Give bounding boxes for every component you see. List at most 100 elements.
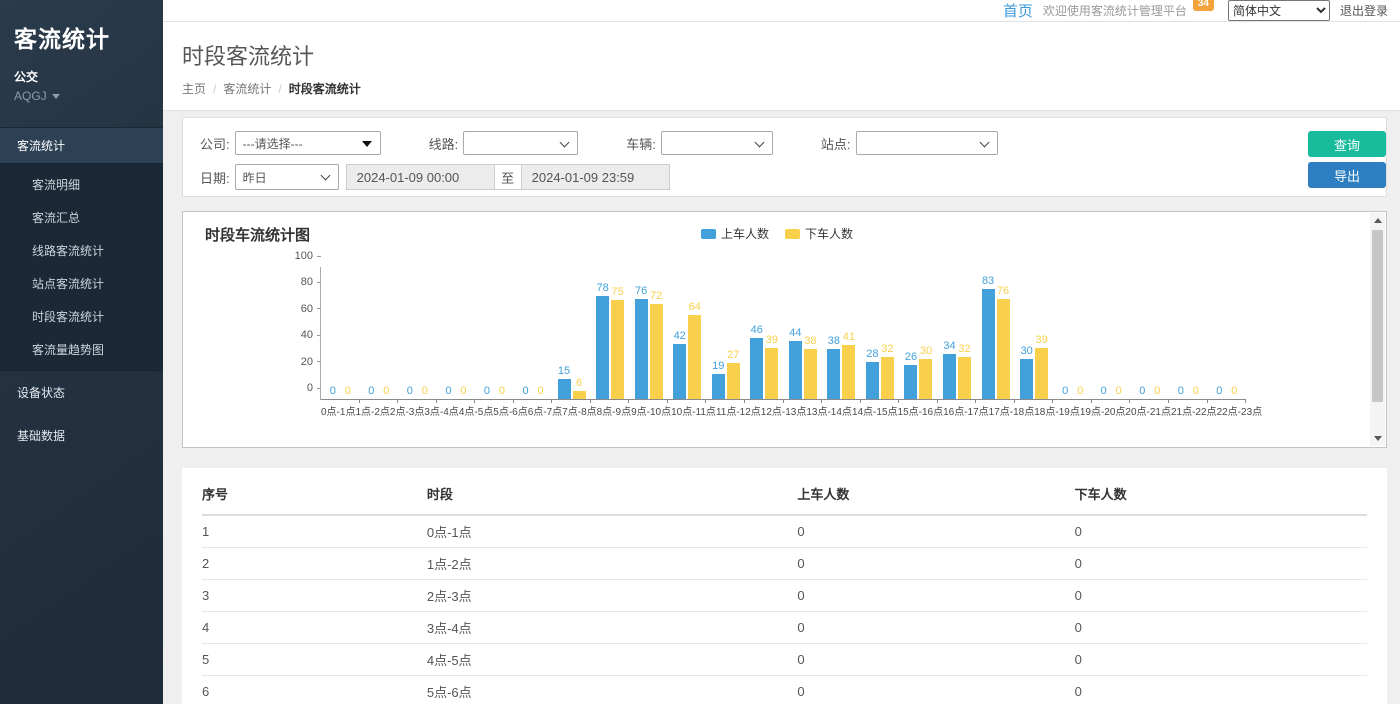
bar — [827, 349, 840, 399]
bar-value-label: 32 — [881, 343, 893, 355]
company-select[interactable]: ---请选择--- — [235, 131, 381, 155]
bar-slot: 30 — [919, 359, 932, 399]
x-axis-label: 3点-4点 — [424, 403, 458, 418]
bar-group: 00 — [1053, 267, 1092, 399]
bar-group: 00 — [1208, 267, 1247, 399]
bar-slot: 64 — [688, 315, 701, 399]
date-start-input[interactable]: 2024-01-09 00:00 — [346, 164, 494, 190]
home-link[interactable]: 首页 — [1003, 0, 1033, 21]
bar-groups: 0000000000001567875767242641927463944383… — [321, 267, 1246, 399]
y-tick-mark — [317, 335, 321, 336]
bar-value-label: 44 — [789, 327, 801, 339]
y-axis-tick: 100 — [295, 250, 321, 262]
chevron-down-icon — [979, 138, 989, 148]
table-header-cell: 上车人数 — [797, 472, 1074, 515]
y-tick-mark — [317, 256, 321, 257]
vehicle-select[interactable] — [661, 131, 773, 155]
bar-value-label: 0 — [1062, 385, 1068, 397]
table-cell: 1点-2点 — [427, 548, 797, 580]
bar-value-label: 76 — [635, 285, 647, 297]
chart-panel: 时段车流统计图 上车人数下车人数 00000000000015678757672… — [182, 211, 1387, 448]
bar-value-label: 78 — [596, 282, 608, 294]
y-axis-tick: 60 — [301, 303, 321, 315]
scroll-up-icon[interactable] — [1370, 213, 1385, 228]
scrollbar-thumb[interactable] — [1372, 230, 1383, 402]
bar — [611, 300, 624, 399]
bar-group: 4438 — [784, 267, 823, 399]
table-row: 10点-1点00 — [202, 515, 1367, 548]
table-cell: 0 — [797, 548, 1074, 580]
x-axis-label: 0点-1点 — [321, 403, 355, 418]
org-code-label: AQGJ — [14, 89, 47, 103]
x-axis-label: 4点-5点 — [459, 403, 493, 418]
bar-value-label: 39 — [1035, 334, 1047, 346]
bar-group: 4264 — [668, 267, 707, 399]
bar-value-label: 30 — [1020, 345, 1032, 357]
bar-slot: 32 — [958, 357, 971, 399]
y-axis-tick: 40 — [301, 329, 321, 341]
bar — [881, 357, 894, 399]
legend-item[interactable]: 下车人数 — [785, 225, 853, 242]
table-cell: 0 — [797, 515, 1074, 548]
bar-group: 7672 — [629, 267, 668, 399]
station-select[interactable] — [856, 131, 998, 155]
bar-group: 00 — [1092, 267, 1131, 399]
x-axis-label: 7点-8点 — [562, 403, 596, 418]
bar-group: 00 — [514, 267, 553, 399]
bar-value-label: 0 — [1139, 385, 1145, 397]
sidebar-subitem[interactable]: 客流量趋势图 — [0, 333, 163, 366]
sidebar-subitem[interactable]: 线路客流统计 — [0, 234, 163, 267]
org-code-dropdown[interactable]: AQGJ — [14, 89, 149, 103]
date-end-input[interactable]: 2024-01-09 23:59 — [522, 164, 670, 190]
bar — [958, 357, 971, 399]
bar-slot: 78 — [596, 296, 609, 399]
bar — [750, 338, 763, 399]
bar — [1035, 348, 1048, 399]
table-row: 54点-5点00 — [202, 644, 1367, 676]
x-axis-label: 11点-12点 — [716, 403, 761, 418]
bar-value-label: 0 — [537, 385, 543, 397]
date-preset-select[interactable]: 昨日 — [235, 164, 339, 190]
y-axis-tick: 80 — [301, 276, 321, 288]
y-tick-label: 0 — [307, 382, 313, 394]
bar-value-label: 0 — [345, 385, 351, 397]
query-button[interactable]: 查询 — [1308, 131, 1386, 157]
table-row: 65点-6点00 — [202, 676, 1367, 704]
sidebar-item-basic-data[interactable]: 基础数据 — [0, 414, 163, 457]
sidebar-subitem[interactable]: 时段客流统计 — [0, 300, 163, 333]
bar-slot: 39 — [1035, 348, 1048, 399]
bar-slot: 39 — [765, 348, 778, 399]
sidebar-subitem[interactable]: 客流明细 — [0, 168, 163, 201]
scroll-down-icon[interactable] — [1370, 431, 1385, 446]
sidebar-submenu: 客流明细客流汇总线路客流统计站点客流统计时段客流统计客流量趋势图 — [0, 163, 163, 371]
sidebar-subitem[interactable]: 站点客流统计 — [0, 267, 163, 300]
export-button[interactable]: 导出 — [1308, 162, 1386, 188]
sidebar-subitem[interactable]: 客流汇总 — [0, 201, 163, 234]
bar-value-label: 0 — [499, 385, 505, 397]
bar-group: 00 — [398, 267, 437, 399]
bar — [727, 363, 740, 399]
breadcrumb-home[interactable]: 主页 — [182, 80, 206, 97]
app-root: 客流统计 公交 AQGJ 客流统计 客流明细客流汇总线路客流统计站点客流统计时段… — [0, 0, 1400, 704]
legend-item[interactable]: 上车人数 — [701, 225, 769, 242]
bar-group: 2630 — [899, 267, 938, 399]
breadcrumb-separator: / — [213, 82, 216, 96]
line-select[interactable] — [463, 131, 578, 155]
logout-link[interactable]: 退出登录 — [1340, 2, 1388, 19]
chart-scrollbar[interactable] — [1370, 213, 1385, 446]
content: 公司: ---请选择--- 线路: 车辆: 站点: 日期: 昨日 — [163, 111, 1400, 704]
sidebar-item-passenger-stats[interactable]: 客流统计 — [0, 127, 163, 163]
bar-group: 00 — [437, 267, 476, 399]
date-label: 日期: — [200, 168, 230, 187]
breadcrumb-section[interactable]: 客流统计 — [223, 80, 271, 97]
language-select[interactable]: 简体中文 — [1228, 0, 1330, 21]
bar-slot: 28 — [866, 362, 879, 399]
table-panel: 序号时段上车人数下车人数 10点-1点0021点-2点0032点-3点0043点… — [182, 468, 1387, 704]
bar-slot: 38 — [827, 349, 840, 399]
bar-value-label: 15 — [558, 365, 570, 377]
bar — [997, 299, 1010, 399]
table-cell: 0点-1点 — [427, 515, 797, 548]
table-cell: 0 — [797, 644, 1074, 676]
sidebar-item-device-status[interactable]: 设备状态 — [0, 371, 163, 414]
bar-group: 156 — [552, 267, 591, 399]
